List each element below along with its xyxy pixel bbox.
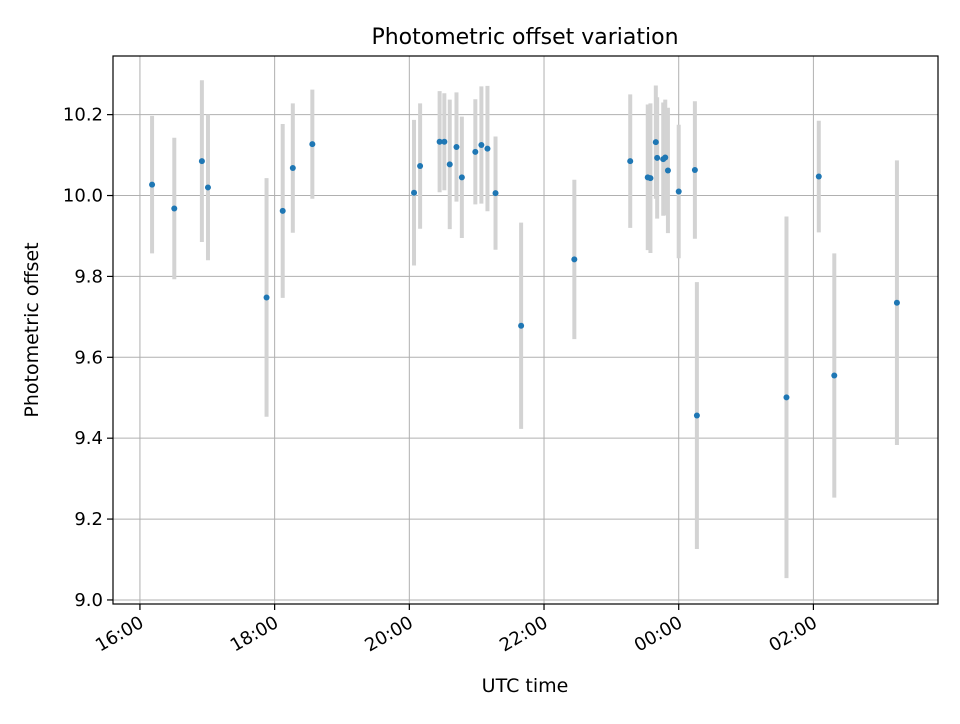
x-tick-label: 22:00 (496, 612, 551, 656)
data-point (647, 175, 654, 182)
data-point (411, 189, 418, 196)
data-point (149, 181, 156, 188)
data-point (453, 143, 460, 150)
data-point (783, 394, 790, 401)
data-point (171, 205, 178, 212)
y-tick-label: 9.4 (74, 428, 103, 449)
data-points (149, 138, 900, 419)
data-point (815, 173, 822, 180)
error-bars (150, 80, 899, 579)
axes-frame (112, 55, 939, 605)
data-point (441, 138, 448, 145)
data-point (654, 154, 661, 161)
y-tick-label: 10.2 (63, 105, 103, 126)
x-tick-label: 20:00 (361, 612, 416, 656)
x-tick-label: 02:00 (765, 612, 820, 656)
x-axis-ticks: 16:00 18:00 20:00 22:00 00:00 02:00 (92, 604, 821, 656)
chart-title: Photometric offset variation (371, 25, 678, 50)
y-tick-label: 9.6 (74, 347, 103, 368)
data-point (446, 161, 453, 168)
data-point (478, 141, 485, 148)
data-point (571, 256, 578, 263)
y-axis-ticks: 9.0 9.2 9.4 9.6 9.8 10.0 10.2 (63, 105, 113, 611)
x-tick-label: 18:00 (227, 612, 282, 656)
data-point (691, 167, 698, 174)
data-point (204, 184, 211, 191)
data-point (309, 141, 316, 148)
data-point (664, 167, 671, 174)
data-point (279, 207, 286, 214)
data-point (289, 165, 296, 172)
x-axis-label: UTC time (482, 675, 569, 697)
data-point (662, 154, 669, 161)
data-point (198, 158, 205, 165)
x-tick-label: 00:00 (631, 612, 686, 656)
y-tick-label: 10.0 (63, 186, 103, 207)
y-tick-label: 9.2 (74, 509, 103, 530)
grid (113, 56, 938, 604)
data-point (627, 158, 634, 165)
y-tick-label: 9.0 (74, 590, 103, 611)
data-point (675, 188, 682, 195)
data-point (893, 299, 900, 306)
data-point (831, 372, 838, 379)
data-point (263, 294, 270, 301)
data-point (492, 190, 499, 197)
data-point (652, 139, 659, 146)
data-point (472, 148, 479, 155)
y-tick-label: 9.8 (74, 266, 103, 287)
data-point (458, 174, 465, 181)
data-point (417, 163, 424, 170)
y-axis-label: Photometric offset (21, 242, 43, 417)
data-point (518, 322, 525, 329)
data-point (436, 138, 443, 145)
data-point (484, 145, 491, 152)
x-tick-label: 16:00 (92, 612, 147, 656)
data-point (693, 412, 700, 419)
